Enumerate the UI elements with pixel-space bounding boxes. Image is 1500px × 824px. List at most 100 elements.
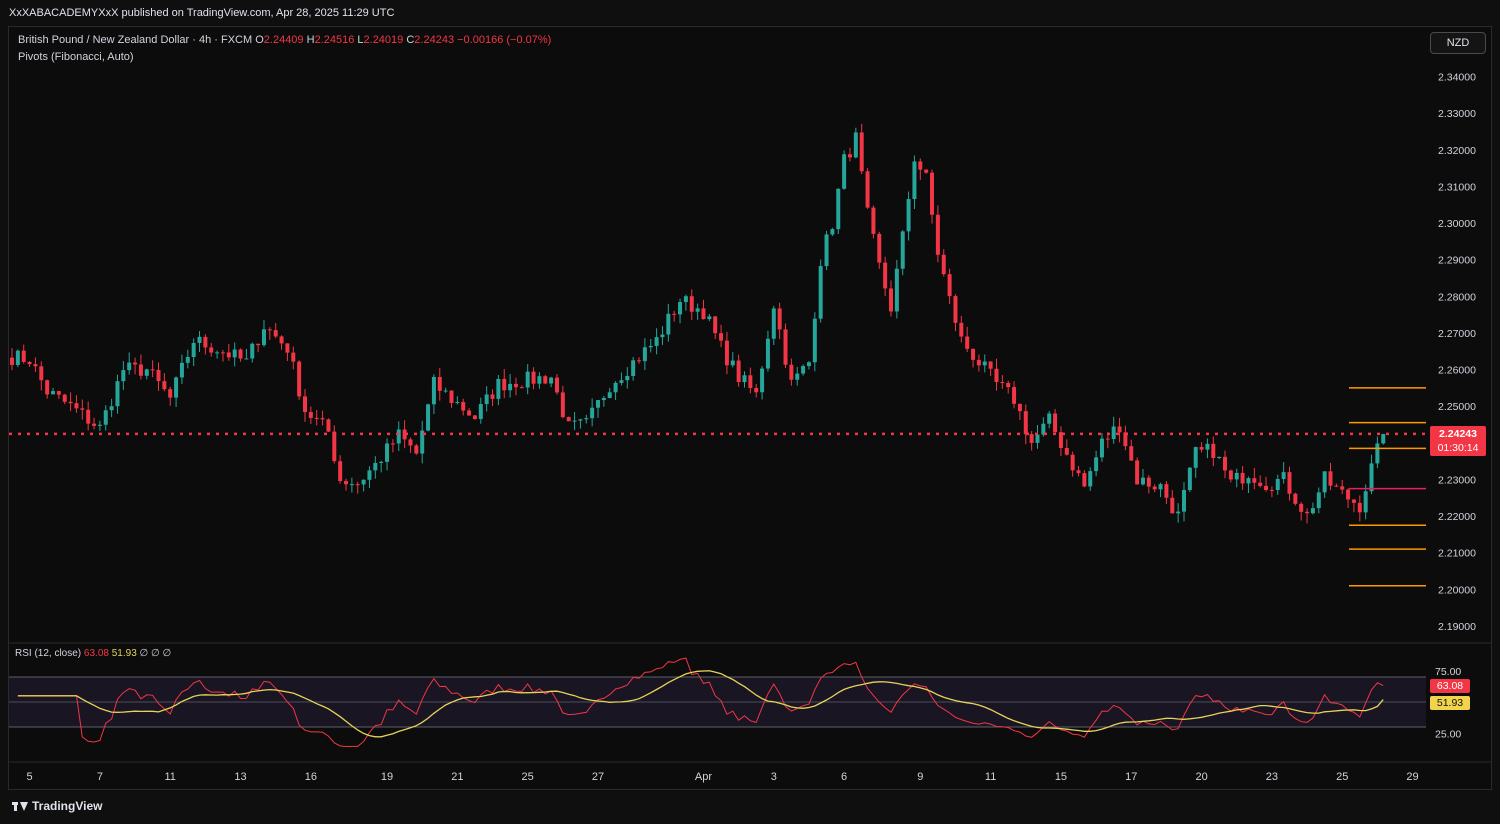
candle-body [865, 171, 870, 208]
close-label: C [406, 34, 415, 46]
time-axis-label: 16 [305, 771, 317, 783]
candle-body [1152, 486, 1157, 490]
candle-body [859, 132, 864, 172]
currency-button[interactable]: NZD [1430, 32, 1486, 54]
candle-body [15, 350, 20, 365]
time-axis-label: 25 [1336, 771, 1348, 783]
tradingview-logo[interactable]: TradingView [12, 799, 102, 813]
candle-body [373, 462, 378, 471]
candle-body [1217, 456, 1222, 458]
candle-body [889, 288, 893, 312]
candle-body [62, 394, 67, 402]
candle-body [1269, 489, 1274, 491]
candle-body [1281, 472, 1286, 479]
candle-body [1223, 456, 1228, 471]
candle-body [1340, 486, 1345, 490]
candle-body [596, 400, 600, 408]
time-axis-label: 27 [592, 771, 604, 783]
time-axis-label: 25 [522, 771, 534, 783]
candle-body [1240, 472, 1245, 484]
candle-body [426, 404, 431, 431]
candle-body [1158, 484, 1163, 490]
candle-body [267, 329, 272, 331]
candle-body [1381, 433, 1386, 444]
price-axis-label: 2.30000 [1438, 218, 1476, 230]
candle-body [490, 394, 495, 399]
candle-body [1000, 382, 1005, 384]
candle-body [947, 274, 952, 297]
candle-body [537, 376, 542, 384]
brand-name: TradingView [32, 799, 103, 813]
candle-body [1211, 443, 1216, 458]
candle-body [554, 377, 559, 393]
time-axis-label: 19 [381, 771, 393, 783]
price-axis-label: 2.21000 [1438, 548, 1476, 560]
candle-body [168, 389, 173, 398]
candle-body [1170, 497, 1175, 514]
candle-body [836, 188, 841, 230]
time-axis-label: 15 [1055, 771, 1067, 783]
candle-body [871, 207, 876, 234]
rsi-axis-label: 75.00 [1435, 666, 1461, 678]
candle-body [303, 396, 307, 413]
candle-body [191, 342, 196, 358]
candle-body [174, 377, 179, 398]
candle-body [543, 376, 548, 384]
candle-body [115, 381, 120, 407]
candle-body [326, 419, 331, 432]
price-axis-label: 2.32000 [1438, 145, 1476, 157]
candle-body [203, 336, 208, 348]
candle-body [1252, 478, 1257, 483]
candle-body [842, 154, 847, 189]
publish-header: XxXABACADEMYXxX published on TradingView… [0, 0, 1500, 26]
indicator-legend[interactable]: Pivots (Fibonacci, Auto) [18, 51, 134, 63]
candle-body [607, 392, 612, 398]
time-axis-label: 29 [1406, 771, 1418, 783]
candle-body [226, 352, 231, 358]
candle-body [771, 308, 776, 339]
candle-body [1293, 493, 1298, 504]
time-axis-label: 3 [771, 771, 777, 783]
candle-body [824, 234, 829, 267]
price-axis-label: 2.26000 [1438, 365, 1476, 377]
candle-body [730, 360, 735, 366]
rsi-axis-label: 25.00 [1435, 728, 1461, 740]
time-axis-label: 23 [1266, 771, 1278, 783]
candle-body [1129, 446, 1134, 461]
candle-body [666, 313, 671, 335]
candle-body [220, 352, 225, 354]
candle-body [92, 423, 97, 426]
candle-body [695, 308, 700, 312]
candle-body [1357, 502, 1362, 513]
candle-body [683, 296, 688, 303]
candle-body [549, 377, 554, 384]
candle-body [601, 397, 606, 401]
candle-body [1351, 499, 1356, 503]
candle-body [1094, 457, 1099, 472]
candle-body [1187, 467, 1192, 491]
candle-body [578, 419, 583, 421]
candle-body [10, 357, 14, 365]
price-axis-label: 2.34000 [1438, 71, 1476, 83]
price-axis-label: 2.19000 [1438, 621, 1476, 633]
candle-body [338, 461, 343, 482]
candle-body [86, 409, 91, 424]
candle-body [51, 391, 56, 395]
candle-body [1099, 438, 1104, 458]
chart-frame[interactable] [8, 26, 1492, 790]
candle-body [853, 132, 858, 158]
rsi-legend[interactable]: RSI (12, close) 63.08 51.93 ∅ ∅ ∅ [15, 648, 171, 659]
candle-body [1193, 447, 1198, 468]
symbol-name[interactable]: British Pound / New Zealand Dollar · 4h … [18, 34, 253, 46]
candle-body [707, 316, 712, 320]
candle-body [777, 308, 782, 330]
candle-body [508, 383, 513, 391]
candle-body [1117, 426, 1122, 433]
candle-body [625, 375, 630, 381]
time-axis-label: 21 [451, 771, 463, 783]
price-axis-label: 2.33000 [1438, 108, 1476, 120]
candle-body [678, 302, 683, 315]
candle-body [332, 431, 337, 462]
candle-body [21, 350, 26, 362]
